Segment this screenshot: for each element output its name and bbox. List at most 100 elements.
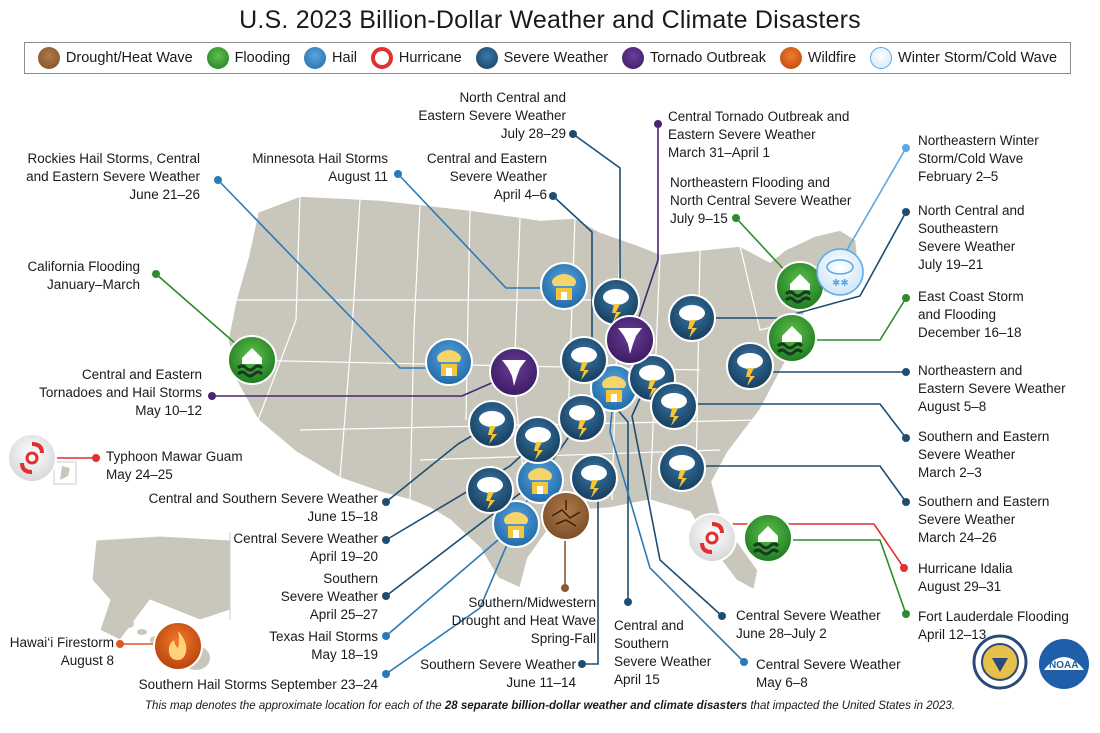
severe-weather-icon <box>468 400 516 448</box>
hurricane-icon <box>370 47 393 69</box>
tornado-icon <box>605 315 655 365</box>
legend-label: Winter Storm/Cold Wave <box>898 50 1058 66</box>
event-label-cto: Central Tornado Outbreak and Eastern Seve… <box>668 109 850 160</box>
drought-icon <box>37 47 60 69</box>
event-label-east-coast: East Coast Storm and Flooding December 16–… <box>918 289 1024 340</box>
severe-weather-icon <box>514 416 562 464</box>
legend-label: Flooding <box>234 50 291 66</box>
wildfire-icon <box>153 621 203 671</box>
event-label-c-jun28: Central Severe Weather June 28–July 2 <box>736 608 881 641</box>
legend-item-flooding: Flooding <box>206 47 291 69</box>
event-label-minnesota: Minnesota Hail Storms August 11 <box>252 151 388 184</box>
event-label-ne-flood: Northeastern Flooding and North Central S… <box>670 175 852 226</box>
legend-item-tornado: Tornado Outbreak <box>621 47 767 69</box>
event-label-ce-apr: Central and Eastern Severe Weather April 4… <box>426 151 547 202</box>
winter-storm-icon: ✱✱ <box>816 248 864 296</box>
event-label-cs-apr15: Central and Southern Severe Weather April 1… <box>614 618 712 687</box>
event-label-mawar: Typhoon Mawar Guam May 24–25 <box>106 449 243 482</box>
leader-cto <box>631 124 659 339</box>
legend-item-drought: Drought/Heat Wave <box>37 47 193 69</box>
legend-item-hurricane: Hurricane <box>370 47 462 69</box>
severe-weather-icon <box>726 342 774 390</box>
flooding-icon <box>767 313 817 363</box>
hail-icon <box>492 500 540 548</box>
drought-icon <box>541 491 591 541</box>
event-label-cs-jun15: Central and Southern Severe Weather June … <box>148 491 378 524</box>
severe-weather-icon <box>475 47 498 69</box>
legend-item-hail: Hail <box>304 47 357 69</box>
event-label-ftl: Fort Lauderdale Flooding April 12–13 <box>918 609 1069 642</box>
noaa-logo-icon: NOAA <box>1037 637 1091 691</box>
alaska-inset <box>91 532 231 641</box>
severe-weather-icon <box>658 444 706 492</box>
legend-label: Hail <box>332 50 358 66</box>
hail-icon <box>590 364 638 412</box>
tornado-icon <box>621 47 644 69</box>
event-label-rockies: Rockies Hail Storms, Central and Eastern … <box>26 151 200 202</box>
event-label-se-mar24: Southern and Eastern Severe Weather March … <box>918 494 1050 545</box>
leader-ne-winter <box>839 147 907 263</box>
flooding-icon <box>743 513 793 563</box>
event-label-ca-flood: California Flooding January–March <box>27 259 140 292</box>
severe-weather-icon <box>668 294 716 342</box>
legend-item-wildfire: Wildfire <box>779 47 857 69</box>
severe-weather-icon <box>558 394 606 442</box>
event-label-ncse: North Central and Southeastern Severe Weat… <box>918 203 1025 272</box>
event-label-c-apr19: Central Severe Weather April 19–20 <box>233 531 378 564</box>
severe-weather-icon <box>650 382 698 430</box>
legend-item-winter-storm: Winter Storm/Cold Wave <box>870 47 1057 69</box>
legend-label: Drought/Heat Wave <box>65 50 193 66</box>
event-label-hawaii: Hawai‘i Firestorm August 8 <box>9 635 114 668</box>
event-label-s-jun11: Southern Severe Weather June 11–14 <box>420 657 576 690</box>
leader-s-hail-sep <box>385 527 515 675</box>
tornado-icon <box>489 347 539 397</box>
legend-label: Tornado Outbreak <box>649 50 767 66</box>
event-icons: ✱✱ <box>7 248 864 671</box>
event-label-drought: Southern/Midwestern Drought and Heat Wave… <box>451 595 596 646</box>
event-label-s-apr25: Southern Severe Weather April 25–27 <box>280 571 378 622</box>
legend: Drought/Heat Wave Flooding Hail Hurrican… <box>24 42 1071 74</box>
event-label-idalia: Hurricane Idalia August 29–31 <box>918 561 1013 594</box>
leader-nce-jul <box>572 133 621 300</box>
svg-text:NOAA: NOAA <box>1049 660 1078 671</box>
hail-icon <box>516 456 564 504</box>
severe-weather-icon <box>560 336 608 384</box>
legend-item-severe-weather: Severe Weather <box>475 47 609 69</box>
hail-icon <box>425 338 473 386</box>
flooding-icon <box>206 47 229 69</box>
winter-storm-icon <box>870 47 893 69</box>
leader-ncse <box>692 211 907 319</box>
hail-icon <box>304 47 327 69</box>
leader-se-mar2 <box>676 403 907 439</box>
event-label-tx-hail: Texas Hail Storms May 18–19 <box>269 629 378 662</box>
guam-inset <box>53 461 77 485</box>
leader-se-mar24 <box>682 465 907 503</box>
severe-weather-icon <box>466 466 514 514</box>
leader-s-jun11 <box>582 478 599 665</box>
legend-label: Wildfire <box>807 50 857 66</box>
leader-ce-apr <box>552 195 593 356</box>
page-title: U.S. 2023 Billion-Dollar Weather and Cli… <box>239 6 861 34</box>
event-label-nce-jul: North Central and Eastern Severe Weather J… <box>418 90 566 141</box>
event-label-ne-severe: Northeastern and Eastern Severe Weather Au… <box>918 363 1066 414</box>
leader-dots <box>92 120 910 678</box>
leader-ftl <box>768 539 907 615</box>
svg-text:✱✱: ✱✱ <box>832 278 849 289</box>
legend-label: Hurricane <box>398 50 462 66</box>
event-label-ce-tornado: Central and Eastern Tornadoes and Hail St… <box>39 367 202 418</box>
event-label-se-mar2: Southern and Eastern Severe Weather March … <box>918 429 1050 480</box>
hurricane-icon <box>7 433 57 483</box>
event-label-ne-winter: Northeastern Winter Storm/Cold Wave Februa… <box>918 133 1039 184</box>
wildfire-icon <box>779 47 802 69</box>
footnote: This map denotes the approximate locatio… <box>145 700 955 712</box>
flooding-icon <box>227 335 277 385</box>
hurricane-icon <box>687 513 737 563</box>
commerce-seal-icon <box>972 634 1028 690</box>
leader-east-coast <box>792 297 907 341</box>
hail-icon <box>540 262 588 310</box>
severe-weather-icon <box>570 454 618 502</box>
event-label-s-hail-sep: Southern Hail Storms September 23–24 <box>138 677 378 692</box>
legend-label: Severe Weather <box>503 50 609 66</box>
event-label-c-may6: Central Severe Weather May 6–8 <box>756 657 901 690</box>
